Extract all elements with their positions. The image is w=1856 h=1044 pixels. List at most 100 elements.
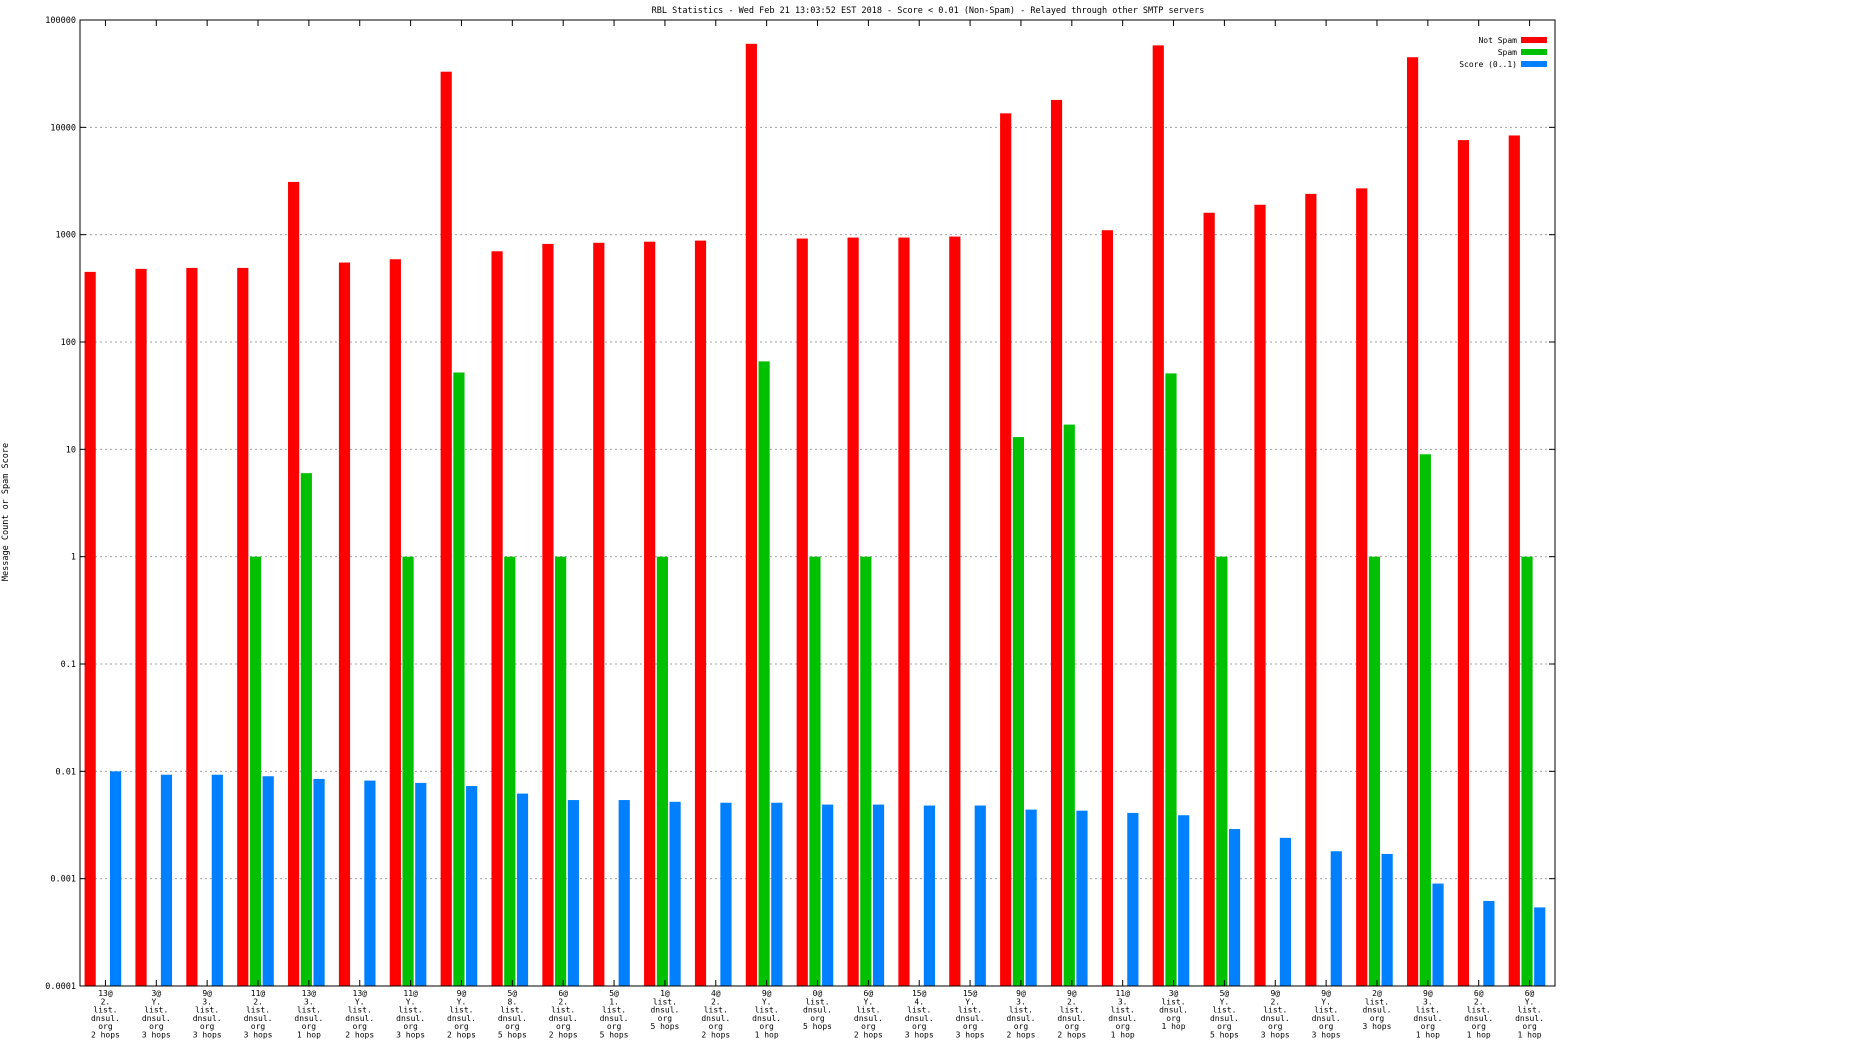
bar-spam bbox=[402, 556, 414, 986]
bar-not-spam bbox=[84, 271, 96, 986]
y-tick-label: 10 bbox=[66, 445, 76, 455]
bar-spam bbox=[809, 556, 821, 986]
bar-not-spam bbox=[237, 267, 249, 986]
bar-spam bbox=[555, 556, 567, 986]
bar-score-0-1 bbox=[822, 804, 834, 986]
bar-spam bbox=[1063, 424, 1075, 986]
bar-not-spam bbox=[440, 71, 452, 986]
bar-score-0-1 bbox=[567, 800, 579, 986]
x-tick-label: 6@ 2. list. dnsul. org 2 hops bbox=[549, 989, 578, 1040]
bar-score-0-1 bbox=[1432, 883, 1444, 986]
x-tick-label: 0@ list. dnsul. org 5 hops bbox=[803, 989, 832, 1031]
x-tick-label: 6@ Y. list. dnsul. org 1 hop bbox=[1515, 989, 1544, 1040]
bar-spam bbox=[1012, 437, 1024, 987]
x-tick-label: 2@ list. dnsul. org 3 hops bbox=[1363, 989, 1392, 1031]
bar-not-spam bbox=[288, 181, 300, 986]
x-tick-label: 6@ 2. list. dnsul. org 1 hop bbox=[1464, 989, 1493, 1040]
bar-not-spam bbox=[1457, 140, 1470, 987]
y-tick-label: 0.01 bbox=[56, 767, 76, 777]
bar-score-0-1 bbox=[211, 774, 223, 986]
bar-not-spam bbox=[491, 251, 503, 986]
x-tick-label: 1@ list. dnsul. org 5 hops bbox=[650, 989, 679, 1031]
bar-score-0-1 bbox=[262, 776, 274, 986]
bar-spam bbox=[1368, 556, 1381, 986]
bar-score-0-1 bbox=[872, 804, 885, 986]
x-tick-label: 5@ 1. list. dnsul. org 5 hops bbox=[600, 989, 629, 1040]
x-tick-label: 13@ 2. list. dnsul. org 2 hops bbox=[91, 989, 120, 1040]
bar-score-0-1 bbox=[1534, 907, 1546, 986]
bar-spam bbox=[453, 372, 465, 986]
bar-not-spam bbox=[847, 237, 859, 986]
bar-score-0-1 bbox=[1076, 810, 1088, 986]
bar-score-0-1 bbox=[1381, 853, 1393, 986]
bar-spam bbox=[1521, 556, 1533, 986]
x-tick-label: 9@ 3. list. dnsul. org 3 hops bbox=[193, 989, 222, 1040]
bar-spam bbox=[656, 556, 668, 986]
bar-score-0-1 bbox=[669, 801, 681, 986]
bar-not-spam bbox=[1254, 204, 1266, 986]
x-tick-label: 15@ 4. list. dnsul. org 3 hops bbox=[905, 989, 934, 1040]
bar-score-0-1 bbox=[618, 800, 630, 986]
y-tick-label: 10000 bbox=[50, 123, 76, 133]
bar-not-spam bbox=[1508, 135, 1520, 986]
x-axis-ticks: 13@ 2. list. dnsul. org 2 hops 3@ Y. list. dnsul.… bbox=[91, 20, 1544, 1040]
y-tick-label: 0.0001 bbox=[45, 982, 76, 992]
bar-not-spam bbox=[542, 243, 554, 987]
bar-score-0-1 bbox=[364, 780, 376, 986]
legend-swatch bbox=[1521, 61, 1547, 67]
bar-score-0-1 bbox=[1178, 815, 1190, 986]
legend-swatch bbox=[1521, 37, 1547, 43]
bars bbox=[84, 43, 1546, 987]
bar-score-0-1 bbox=[974, 805, 986, 986]
bar-not-spam bbox=[745, 43, 757, 986]
y-tick-label: 1 bbox=[71, 553, 76, 563]
bar-score-0-1 bbox=[771, 802, 783, 986]
x-tick-label: 11@ 2. list. dnsul. org 3 hops bbox=[244, 989, 273, 1040]
bar-score-0-1 bbox=[415, 782, 427, 986]
x-tick-label: 9@ 3. list. dnsul. org 1 hop bbox=[1413, 989, 1442, 1040]
bar-spam bbox=[249, 556, 262, 986]
bar-spam bbox=[1419, 454, 1431, 986]
bar-not-spam bbox=[135, 268, 147, 986]
chart-title: RBL Statistics - Wed Feb 21 13:03:52 EST… bbox=[652, 6, 1205, 16]
bar-score-0-1 bbox=[1279, 837, 1292, 986]
x-tick-label: 3@ Y. list. dnsul. org 3 hops bbox=[142, 989, 171, 1040]
x-tick-label: 9@ Y. list. dnsul. org 3 hops bbox=[1312, 989, 1341, 1040]
x-tick-label: 9@ Y. list. dnsul. org 1 hop bbox=[752, 989, 781, 1040]
bar-not-spam bbox=[1152, 45, 1164, 986]
bar-score-0-1 bbox=[1483, 900, 1495, 986]
x-tick-label: 9@ 2. list. dnsul. org 2 hops bbox=[1057, 989, 1086, 1040]
bar-spam bbox=[300, 473, 312, 986]
bar-score-0-1 bbox=[720, 802, 732, 986]
bar-score-0-1 bbox=[923, 805, 935, 986]
bar-score-0-1 bbox=[1330, 851, 1342, 986]
x-tick-label: 15@ Y. list. dnsul. org 3 hops bbox=[956, 989, 985, 1040]
bar-score-0-1 bbox=[1025, 809, 1037, 986]
x-tick-label: 5@ Y. list. dnsul. org 5 hops bbox=[1210, 989, 1239, 1040]
y-tick-label: 100 bbox=[61, 338, 76, 348]
bar-not-spam bbox=[1406, 57, 1419, 986]
x-tick-label: 5@ 8. list. dnsul. org 5 hops bbox=[498, 989, 527, 1040]
y-tick-label: 0.001 bbox=[50, 875, 76, 885]
legend-label: Spam bbox=[1498, 48, 1517, 57]
x-tick-label: 9@ 2. list. dnsul. org 3 hops bbox=[1261, 989, 1290, 1040]
bar-not-spam bbox=[186, 267, 198, 986]
bar-not-spam bbox=[593, 242, 605, 987]
bar-not-spam bbox=[1101, 230, 1114, 986]
legend: Not Spam Spam Score (0..1) bbox=[1459, 36, 1547, 69]
x-tick-label: 11@ 3. list. dnsul. org 1 hop bbox=[1108, 989, 1137, 1040]
bar-not-spam bbox=[1050, 99, 1063, 986]
bar-spam bbox=[1216, 556, 1228, 986]
bar-spam bbox=[504, 556, 516, 986]
bar-score-0-1 bbox=[313, 778, 325, 986]
y-tick-label: 0.1 bbox=[61, 660, 76, 670]
bar-spam bbox=[1165, 373, 1177, 987]
x-tick-label: 6@ Y. list. dnsul. org 2 hops bbox=[854, 989, 883, 1040]
bar-not-spam bbox=[1305, 193, 1317, 987]
legend-label: Not Spam bbox=[1478, 36, 1517, 45]
bar-not-spam bbox=[1203, 212, 1215, 986]
bar-not-spam bbox=[1000, 113, 1012, 986]
bar-spam bbox=[860, 556, 872, 986]
x-tick-label: 9@ Y. list. dnsul. org 2 hops bbox=[447, 989, 476, 1040]
bar-score-0-1 bbox=[160, 774, 173, 986]
